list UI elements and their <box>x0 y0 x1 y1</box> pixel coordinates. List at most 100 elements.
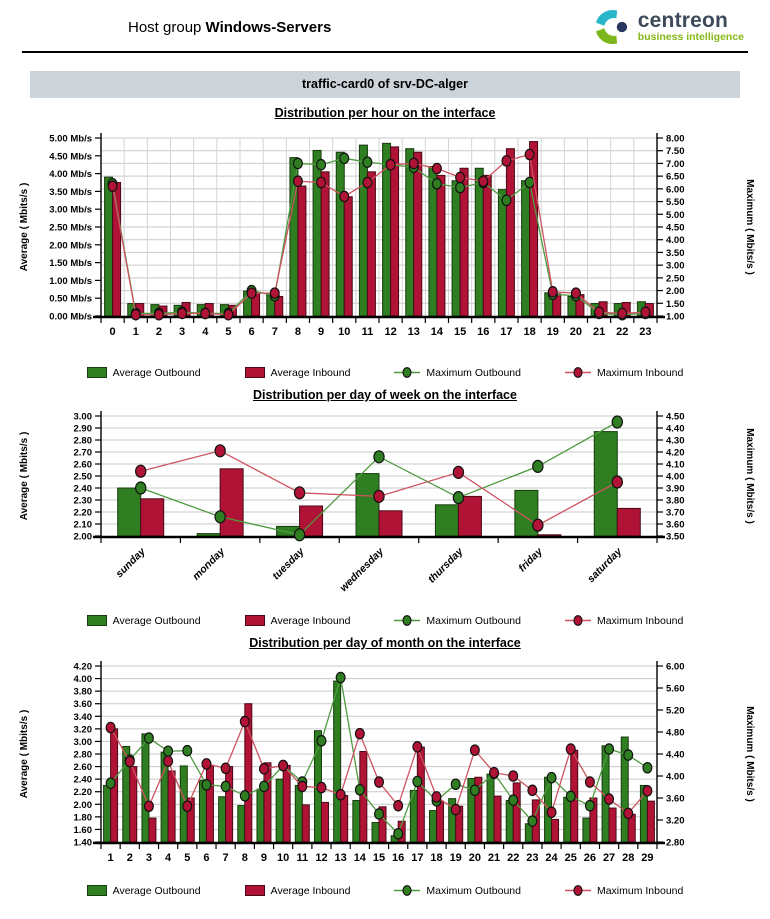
category-label: 15 <box>454 326 466 338</box>
legend-label: Average Inbound <box>270 366 351 379</box>
right-axis-title: Maximum ( Mbits/s ) <box>744 179 755 275</box>
x-axis-labels: 0 1 2 3 4 5 6 7 8 9 10 11 12 13 14 15 16 17 18 19 20 21 22 23 <box>100 317 658 338</box>
legend-label: Maximum Outbound <box>426 614 521 627</box>
category-label: 24 <box>545 852 558 864</box>
left-tick-label: 1.40 <box>74 838 93 849</box>
bar <box>141 733 150 843</box>
data-point <box>354 783 365 796</box>
data-point <box>143 800 154 813</box>
data-point <box>640 306 651 318</box>
legend-swatch-bar <box>86 367 107 378</box>
right-tick-label: 3.70 <box>666 508 685 519</box>
bar <box>378 510 403 537</box>
category-label: 13 <box>335 852 347 864</box>
data-point <box>373 489 385 504</box>
category-label: sunday <box>113 545 148 580</box>
category-label: saturday <box>585 545 625 585</box>
data-point <box>455 171 466 184</box>
bar <box>429 810 438 843</box>
axis-titles: Average ( Mbits/s ) Maximum ( Mbits/s ) <box>19 428 755 524</box>
data-point <box>316 735 327 747</box>
data-point <box>293 528 306 542</box>
right-tick-label: 3.00 <box>666 261 685 272</box>
data-point <box>524 148 535 161</box>
legend-label: Average Outbound <box>112 884 201 897</box>
legend-item: Average Inbound <box>244 366 351 379</box>
data-point <box>177 307 188 320</box>
data-point <box>452 490 465 505</box>
data-point <box>478 175 489 188</box>
left-tick-label: 4.00 Mb/s <box>49 169 92 180</box>
bar <box>390 146 400 317</box>
right-tick-label: 6.50 <box>666 172 685 183</box>
legend-swatch-line <box>394 615 421 626</box>
bar <box>616 507 641 537</box>
right-tick-label: 4.40 <box>666 424 685 435</box>
left-tick-label: 3.00 <box>74 737 93 748</box>
bar <box>436 800 445 843</box>
data-point <box>584 799 595 812</box>
category-label: 2 <box>127 852 133 864</box>
bar <box>436 174 446 317</box>
left-tick-label: 2.50 <box>74 472 93 483</box>
logo-tagline: business intelligence <box>637 31 744 44</box>
bar <box>312 149 322 317</box>
bar <box>405 148 415 317</box>
left-tick-label: 5.00 Mb/s <box>49 134 92 145</box>
left-tick-label: 2.80 <box>74 750 93 761</box>
data-point <box>450 778 461 791</box>
category-label: 10 <box>277 852 289 864</box>
data-point <box>214 510 226 524</box>
bar <box>451 180 461 317</box>
category-label: 18 <box>430 852 442 864</box>
bar <box>335 151 345 317</box>
legend-label: Average Inbound <box>270 614 351 627</box>
right-tick-label: 3.90 <box>666 484 685 495</box>
legend-label: Average Outbound <box>112 366 201 379</box>
legend-item: Maximum Outbound <box>394 366 521 379</box>
left-axis-title: Average ( Mbits/s ) <box>19 710 30 799</box>
category-label: 11 <box>296 852 308 864</box>
legend-item: Average Outbound <box>86 615 201 627</box>
data-point <box>393 799 404 812</box>
left-tick-label: 2.30 <box>74 496 93 507</box>
category-label: 11 <box>362 326 374 338</box>
data-point <box>105 721 116 734</box>
data-point <box>455 181 466 194</box>
category-label: 14 <box>431 326 444 338</box>
left-tick-label: 2.60 <box>74 460 93 471</box>
category-label: 26 <box>584 852 596 864</box>
bar <box>104 176 114 317</box>
data-point <box>362 156 373 168</box>
data-point <box>431 177 442 190</box>
bar <box>497 189 507 317</box>
data-point <box>182 744 193 757</box>
data-point <box>565 790 576 803</box>
bar <box>294 784 303 843</box>
data-point <box>565 743 576 755</box>
legend-swatch-bar <box>86 885 107 896</box>
category-label: 27 <box>603 852 615 864</box>
right-tick-label: 6.00 <box>666 662 685 673</box>
data-point <box>524 176 535 189</box>
data-point <box>293 486 306 500</box>
right-tick-label: 3.60 <box>666 794 685 805</box>
data-point <box>501 155 512 167</box>
bar <box>512 782 521 843</box>
legend-swatch-bar <box>244 367 265 378</box>
report-section-title: traffic-card0 of srv-DC-alger <box>30 71 740 98</box>
data-point <box>412 775 423 788</box>
data-point <box>373 450 385 464</box>
data-point <box>135 481 147 495</box>
legend-swatch-bar <box>86 615 107 626</box>
bars-average-inbound <box>140 468 641 537</box>
left-tick-label: 2.70 <box>74 448 93 459</box>
bar <box>237 805 246 843</box>
centreon-logo-icon <box>595 9 627 45</box>
category-label: monday <box>190 545 228 583</box>
legend-item: Average Outbound <box>86 366 201 379</box>
x-axis-labels: 1 2 3 4 5 6 7 8 9 10 11 12 13 14 15 16 17 18 19 20 21 22 23 24 2… <box>100 843 658 864</box>
line-maximum-outbound <box>105 671 653 840</box>
data-point <box>239 715 250 728</box>
chart-legend: Average Outbound Average Inbound Maximum O… <box>15 365 755 380</box>
